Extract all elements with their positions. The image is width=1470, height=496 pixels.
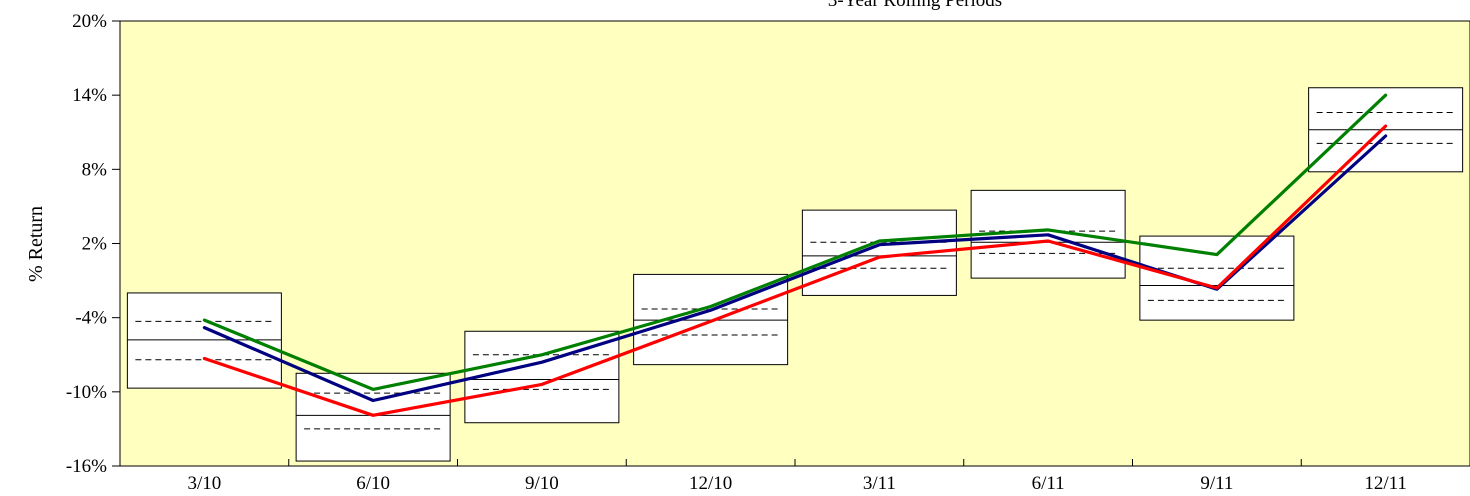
x-tick-label: 3/11	[863, 473, 896, 494]
x-tick-label: 12/11	[1364, 473, 1407, 494]
series-line-3	[202, 124, 1388, 417]
x-tick-label: 9/11	[1200, 473, 1233, 494]
x-tick-label: 6/11	[1032, 473, 1065, 494]
x-axis: 3/10 6/10 9/10 12/10 3/11 6/11 9/11 12/11	[187, 459, 1407, 494]
range-box	[295, 372, 451, 462]
y-axis-title: % Return	[25, 206, 47, 282]
y-tick-label: 8%	[82, 159, 108, 180]
y-tick-label: -10%	[66, 382, 107, 403]
series-line-1	[202, 93, 1388, 391]
series-lines	[202, 93, 1388, 417]
y-axis: 20% 14% 8% 2% -4% -10% -16%	[66, 11, 120, 477]
x-tick-label: 9/10	[525, 473, 559, 494]
y-tick-label: 2%	[82, 234, 108, 255]
y-tick-label: -16%	[66, 456, 107, 477]
y-tick-label: 14%	[72, 85, 107, 106]
range-box	[1139, 235, 1295, 321]
y-tick-label: 20%	[72, 11, 107, 32]
y-tick-label: -4%	[75, 308, 107, 329]
x-tick-label: 12/10	[689, 473, 732, 494]
chart-title: 3-Year Rolling Periods	[828, 0, 1002, 11]
x-tick-label: 6/10	[356, 473, 390, 494]
x-tick-label: 3/10	[187, 473, 221, 494]
